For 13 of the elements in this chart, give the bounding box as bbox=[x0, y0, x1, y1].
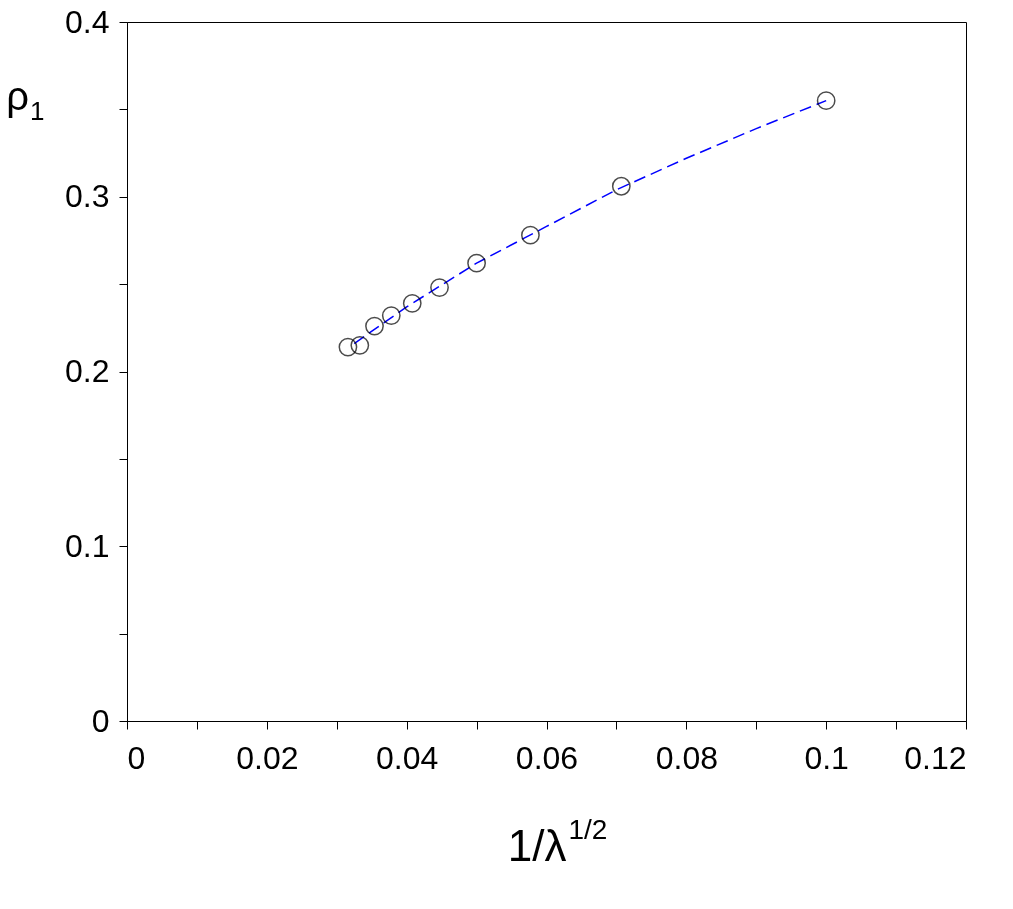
x-tick-label: 0.12 bbox=[904, 739, 967, 776]
y-tick-label: 0.1 bbox=[65, 527, 110, 564]
y-tick-label: 0.2 bbox=[65, 353, 110, 389]
y-tick-label: 0 bbox=[91, 702, 110, 739]
y-tick-label: 0.3 bbox=[65, 178, 110, 215]
x-tick-label: 0.04 bbox=[376, 739, 439, 776]
x-tick-label: 0.06 bbox=[515, 739, 579, 776]
x-tick-label: 0 bbox=[127, 739, 146, 776]
line-series bbox=[353, 99, 827, 345]
y-tick-label: 0.4 bbox=[65, 3, 110, 40]
x-tick-label: 0.1 bbox=[804, 739, 849, 776]
x-tick-label: 0.02 bbox=[236, 739, 299, 776]
x-tick-label: 0.08 bbox=[655, 739, 718, 776]
